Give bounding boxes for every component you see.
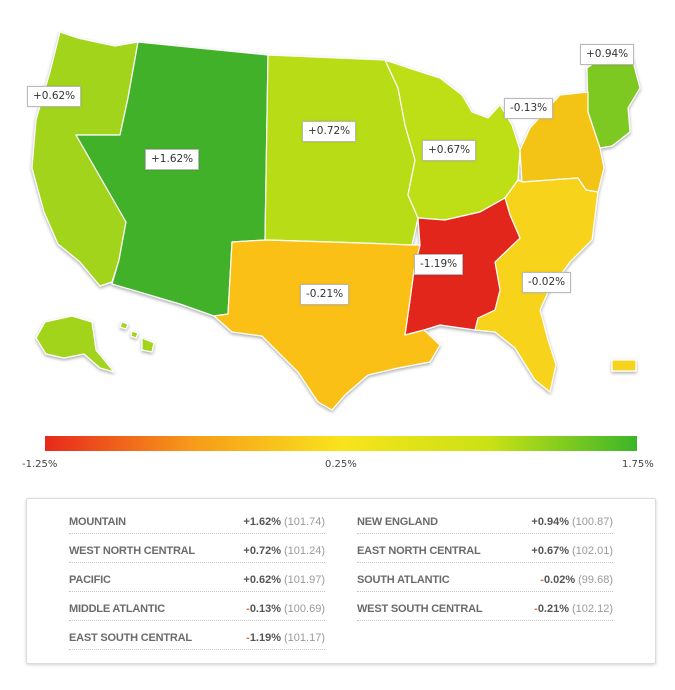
region-value: +0.94% (100.87) [531,511,613,533]
scale-max-label: 1.75% [622,459,654,470]
region-value: -1.19% (101.17) [246,627,325,649]
us-region-map [31,31,641,411]
scale-min-label: -1.25% [22,459,58,470]
region-name: MOUNTAIN [69,516,126,528]
region-alaska[interactable] [35,315,115,373]
region-label-pacific: +0.62% [27,86,82,107]
region-label-new-england: +0.94% [580,44,635,65]
region-name: MIDDLE ATLANTIC [69,603,165,615]
scale-mid-label: 0.25% [325,459,357,470]
region-label-middle-atlantic: -0.13% [504,98,554,119]
region-label-mountain: +1.62% [145,149,200,170]
region-value: -0.13% (100.69) [246,598,325,620]
region-label-east-south-central: -1.19% [414,254,464,275]
table-row: SOUTH ATLANTIC -0.02% (99.68) [357,569,613,592]
table-row: WEST NORTH CENTRAL +0.72% (101.24) [69,540,325,563]
region-change-percent: +0.62% [243,574,282,586]
region-west-north-central[interactable] [264,54,419,246]
region-change-percent: -0.13% [246,603,282,615]
table-row: EAST NORTH CENTRAL +0.67% (102.01) [357,540,613,563]
region-index-value: (102.12) [572,603,613,615]
region-index-value: (101.24) [284,545,325,557]
region-value: +1.62% (101.74) [243,511,325,533]
region-index-value: (101.74) [284,516,325,528]
region-change-percent: -1.19% [246,632,282,644]
table-row: NEW ENGLAND +0.94% (100.87) [357,511,613,534]
region-index-value: (99.68) [578,574,613,586]
region-name: EAST NORTH CENTRAL [357,545,481,557]
region-index-value: (100.87) [572,516,613,528]
region-change-percent: +0.72% [243,545,282,557]
region-hawaii[interactable] [119,321,155,353]
table-row: WEST SOUTH CENTRAL -0.21% (102.12) [357,598,613,621]
color-scale-bar [45,436,637,451]
region-change-percent: -0.21% [534,603,570,615]
region-change-percent: +0.67% [531,545,570,557]
region-west-south-central[interactable] [213,239,441,411]
region-name: WEST SOUTH CENTRAL [357,603,483,615]
region-name: EAST SOUTH CENTRAL [69,632,192,644]
region-value: +0.62% (101.97) [243,569,325,591]
region-index-value: (101.97) [284,574,325,586]
table-row: EAST SOUTH CENTRAL -1.19% (101.17) [69,627,325,650]
region-value: -0.21% (102.12) [534,598,613,620]
region-index-value: (101.17) [284,632,325,644]
region-index-value: (102.01) [572,545,613,557]
region-value: +0.72% (101.24) [243,540,325,562]
table-row: MIDDLE ATLANTIC -0.13% (100.69) [69,598,325,621]
table-row: PACIFIC +0.62% (101.97) [69,569,325,592]
region-puerto-rico[interactable] [611,359,637,372]
region-label-south-atlantic: -0.02% [522,272,572,293]
region-name: NEW ENGLAND [357,516,438,528]
region-label-east-north-central: +0.67% [422,140,477,161]
region-name: PACIFIC [69,574,111,586]
region-change-percent: -0.02% [540,574,576,586]
region-change-percent: +1.62% [243,516,282,528]
region-value: +0.67% (102.01) [531,540,613,562]
region-summary-table: MOUNTAIN +1.62% (101.74) NEW ENGLAND +0.94%(… [26,498,656,664]
region-index-value: (100.69) [284,603,325,615]
region-name: WEST NORTH CENTRAL [69,545,195,557]
region-change-percent: +0.94% [531,516,570,528]
region-name: SOUTH ATLANTIC [357,574,450,586]
region-value: -0.02% (99.68) [540,569,613,591]
region-label-west-north-central: +0.72% [302,121,357,142]
table-row: MOUNTAIN +1.62% (101.74) [69,511,325,534]
region-label-west-south-central: -0.21% [300,284,350,305]
